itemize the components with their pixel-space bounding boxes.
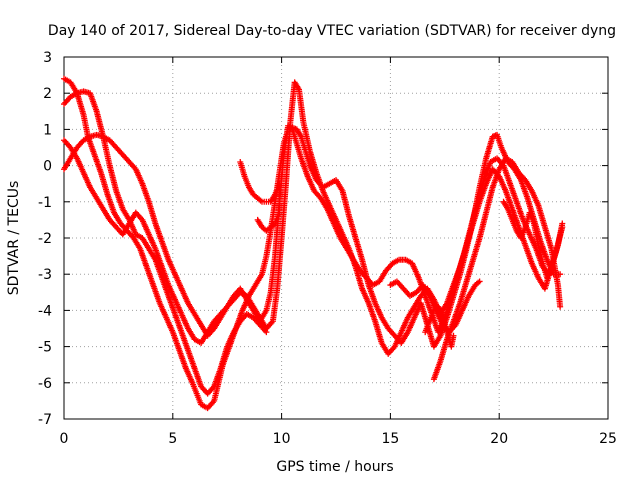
x-tick-label: 0 xyxy=(60,431,69,447)
series-1 xyxy=(61,79,566,357)
series-3 xyxy=(61,88,270,397)
y-tick-label: -5 xyxy=(38,340,52,356)
y-axis-label: SDTVAR / TECUs xyxy=(6,181,22,296)
data-points xyxy=(61,75,566,412)
data-point-marker xyxy=(450,332,457,339)
grid xyxy=(64,57,608,419)
y-tick-label: 1 xyxy=(43,122,52,138)
y-tick-label: -1 xyxy=(38,195,52,211)
chart-title: Day 140 of 2017, Sidereal Day-to-day VTE… xyxy=(48,23,616,39)
x-tick-label: 15 xyxy=(381,431,399,447)
y-tick-label: 3 xyxy=(43,50,52,66)
data-point-marker xyxy=(557,303,564,310)
series-8 xyxy=(500,198,551,281)
series-0 xyxy=(61,75,564,412)
x-tick-label: 25 xyxy=(599,431,617,447)
x-tick-label: 5 xyxy=(168,431,177,447)
y-tick-label: -4 xyxy=(38,303,52,319)
data-point-marker xyxy=(559,224,566,231)
x-axis-label: GPS time / hours xyxy=(276,459,393,475)
x-tick-label: 10 xyxy=(273,431,291,447)
data-point-marker xyxy=(263,329,270,336)
y-tick-label: -2 xyxy=(38,231,52,247)
data-point-marker xyxy=(476,278,483,285)
y-tick-label: -3 xyxy=(38,267,52,283)
y-tick-label: 2 xyxy=(43,86,52,102)
y-tick-label: -7 xyxy=(38,412,52,428)
y-tick-label: 0 xyxy=(43,159,52,175)
data-point-marker xyxy=(544,274,551,281)
series-4 xyxy=(237,158,283,234)
series-7 xyxy=(430,155,564,383)
x-tick-label: 20 xyxy=(490,431,508,447)
y-tick-label: -6 xyxy=(38,376,52,392)
data-point-marker xyxy=(254,216,261,223)
series-2 xyxy=(61,122,566,339)
